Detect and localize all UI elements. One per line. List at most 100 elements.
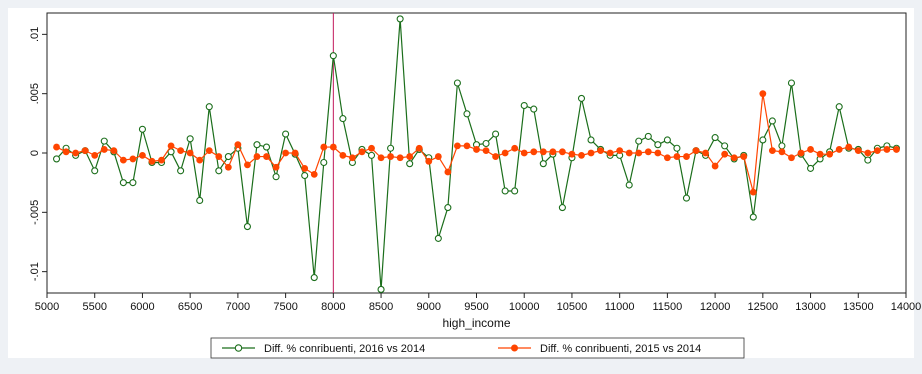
- series-2-point: [53, 143, 60, 151]
- series-2-point: [864, 149, 872, 157]
- series-1-point: [224, 153, 232, 161]
- series-2-point: [721, 150, 729, 158]
- series-2-point: [196, 156, 204, 164]
- series-2-point: [349, 154, 356, 162]
- series-2-point: [387, 153, 394, 160]
- series-1-point: [301, 171, 309, 180]
- x-tick-label: 9500: [464, 301, 488, 313]
- series-1-point: [367, 151, 376, 159]
- series-2-point: [186, 149, 194, 157]
- series-2-point: [100, 146, 108, 153]
- series-1-point: [721, 142, 729, 150]
- x-tick-label: 11000: [605, 301, 635, 313]
- legend-marker-series-1: [234, 344, 243, 352]
- series-1-point: [215, 167, 223, 175]
- legend-label-series-2: Diff. % conribuenti, 2015 vs 2014: [540, 343, 701, 355]
- series-1-point: [253, 141, 261, 149]
- series-2-point: [434, 153, 442, 160]
- series-2-point: [778, 148, 786, 156]
- series-2-point: [549, 148, 557, 156]
- series-2-point: [797, 149, 805, 157]
- series-1-point: [329, 52, 337, 60]
- series-1-point: [100, 137, 108, 145]
- series-2-point: [129, 155, 137, 163]
- x-tick-label: 6500: [178, 301, 202, 313]
- series-2-point: [167, 142, 175, 150]
- series-2-point: [520, 149, 528, 157]
- series-2-point: [91, 151, 99, 159]
- series-2-point: [702, 149, 709, 157]
- series-2-point: [320, 143, 328, 151]
- series-2-point: [301, 165, 309, 172]
- series-1-point: [387, 144, 395, 152]
- series-2-point: [539, 148, 547, 156]
- x-tick-label: 5500: [82, 301, 106, 313]
- series-1-point: [511, 187, 519, 195]
- x-tick-label: 13000: [795, 301, 826, 313]
- x-tick-label: 5000: [35, 301, 59, 313]
- series-1-point: [778, 142, 786, 150]
- series-2-point: [759, 90, 767, 98]
- series-2-point: [282, 149, 290, 157]
- x-tick-label: 10000: [509, 301, 540, 313]
- series-2-point: [683, 153, 690, 160]
- series-2-point: [368, 144, 375, 152]
- series-1-point: [558, 204, 566, 212]
- series-1-point: [539, 160, 547, 168]
- series-1-point: [663, 136, 671, 144]
- series-2-point: [406, 153, 414, 160]
- x-tick-label: 12000: [700, 301, 731, 313]
- series-1-point: [787, 79, 796, 87]
- y-tick-label: .005: [29, 83, 41, 104]
- series-2-point: [644, 148, 652, 156]
- x-tick-label: 7000: [226, 301, 250, 313]
- series-2-point: [587, 149, 595, 157]
- series-2-point: [234, 141, 242, 149]
- series-2-point: [177, 147, 185, 155]
- series-2-point: [501, 149, 509, 157]
- series-1-point: [768, 117, 776, 125]
- x-tick-label: 8500: [369, 301, 393, 313]
- series-2-point: [148, 157, 156, 165]
- series-1-point: [635, 137, 643, 145]
- series-1-point: [243, 223, 251, 231]
- series-1-point: [444, 204, 452, 212]
- series-2-point: [62, 148, 70, 156]
- legend: Diff. % conribuenti, 2016 vs 2014 Diff. …: [210, 337, 745, 359]
- series-1-point: [682, 194, 691, 202]
- series-2-point: [635, 149, 643, 157]
- x-tick-label: 11500: [652, 301, 682, 313]
- series-2-point: [310, 170, 318, 178]
- series-1-point: [434, 234, 442, 242]
- series-2-point: [854, 147, 862, 155]
- series-1-point: [711, 134, 719, 142]
- series-1-point: [177, 167, 185, 175]
- series-2-point: [377, 154, 385, 162]
- series-2-point: [463, 142, 471, 150]
- series-2-point: [224, 163, 232, 171]
- series-1-point: [463, 110, 471, 118]
- y-axis: -.01 -.005 0 .005 .01: [29, 27, 47, 281]
- legend-marker-series-2: [511, 344, 518, 352]
- x-tick-label: 7500: [273, 301, 297, 313]
- series-2-point: [807, 146, 814, 153]
- series-2-point: [205, 147, 213, 155]
- x-tick-label: 12500: [748, 301, 779, 313]
- x-tick-label: 10500: [557, 301, 588, 313]
- series-1-point: [673, 144, 681, 152]
- series-1-point: [205, 103, 213, 111]
- series-2-point: [511, 144, 519, 152]
- y-tick-label: -.005: [29, 200, 41, 225]
- series-2-point: [749, 188, 757, 196]
- series-1-point: [377, 285, 385, 293]
- series-2-point: [492, 153, 499, 160]
- legend-label-series-1: Diff. % conribuenti, 2016 vs 2014: [264, 343, 425, 355]
- series-2-point: [692, 147, 700, 155]
- series-2-point: [263, 153, 270, 160]
- y-tick-label: -.01: [29, 262, 41, 281]
- series-1-point: [520, 101, 528, 110]
- series-2-point: [893, 146, 900, 153]
- series-1-point: [577, 94, 586, 102]
